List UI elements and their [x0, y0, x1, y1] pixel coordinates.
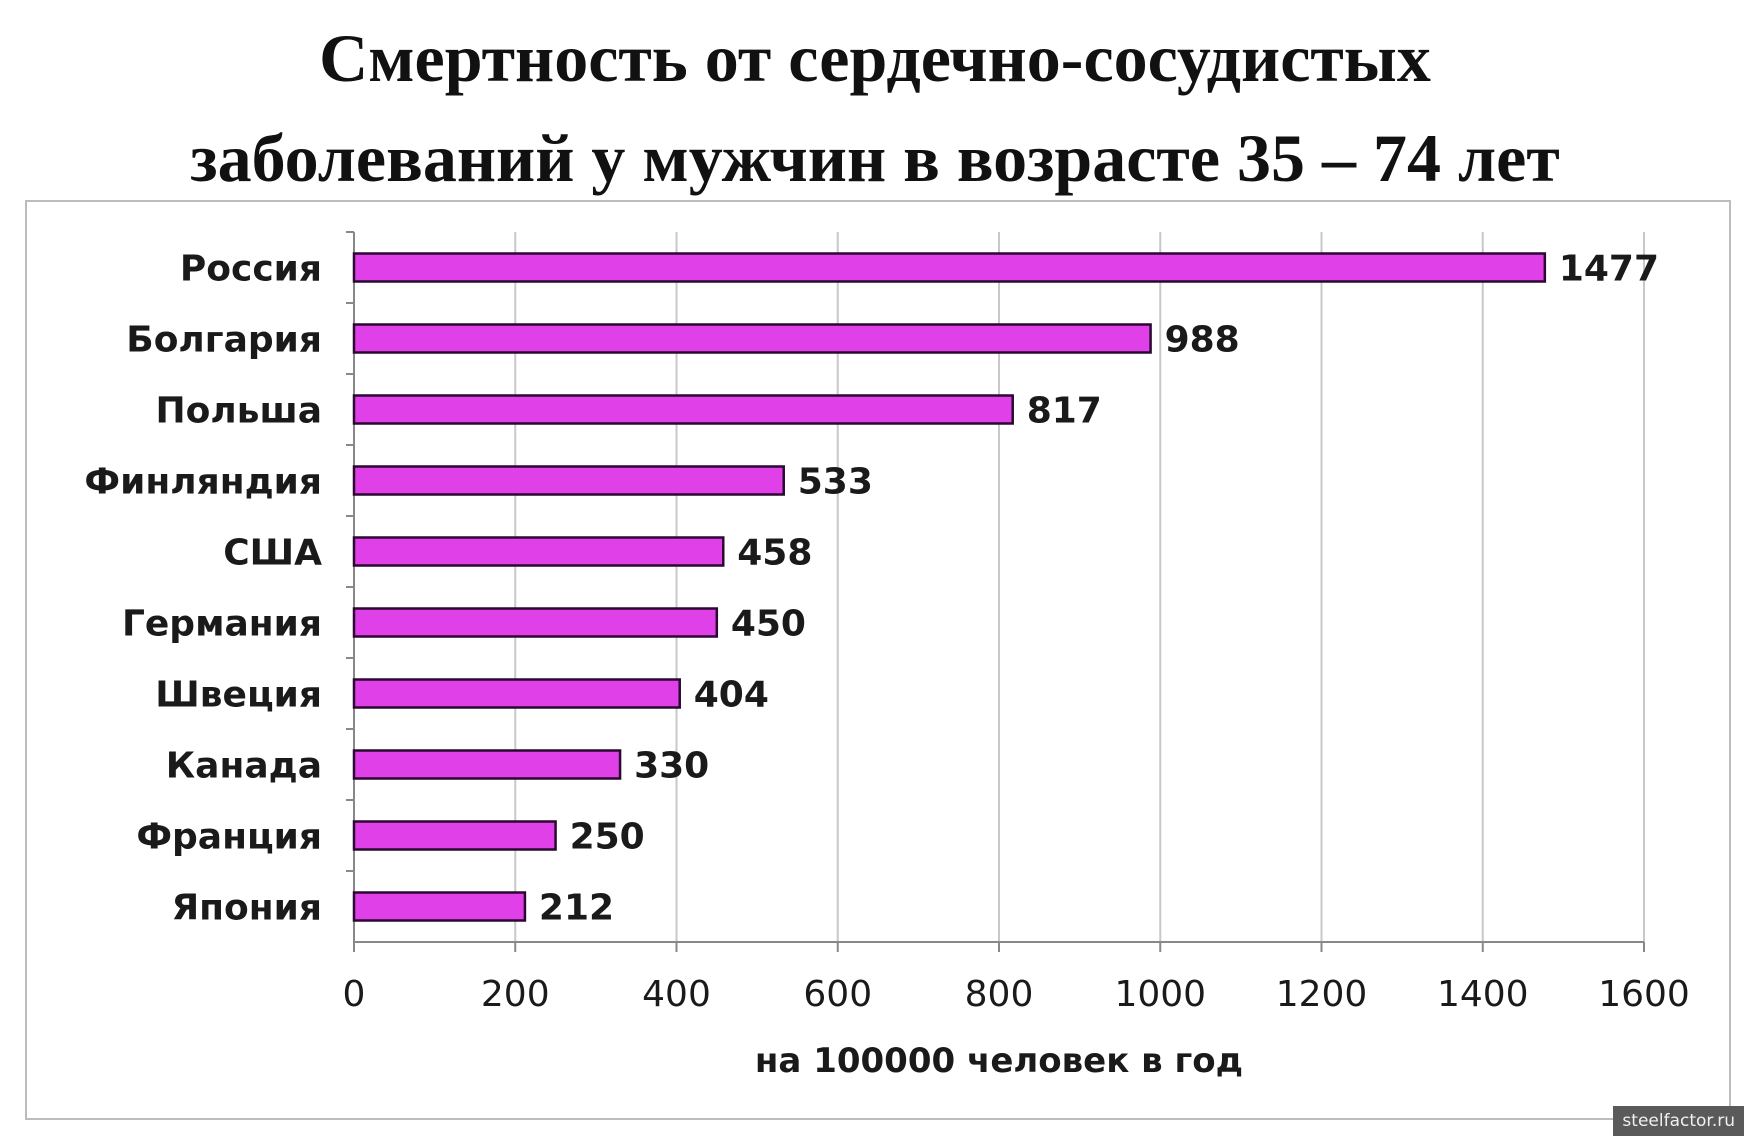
category-label-6: Германия — [122, 604, 322, 645]
bar-5 — [352, 536, 725, 567]
value-label-1: 1477 — [1559, 249, 1659, 290]
category-label-4: Финляндия — [84, 462, 322, 503]
bar-2 — [352, 323, 1152, 354]
category-label-7: Швеция — [155, 675, 322, 716]
x-tick-label-0: 0 — [343, 974, 366, 1015]
bar-4 — [352, 465, 785, 496]
value-label-7: 404 — [694, 675, 769, 716]
value-label-3: 817 — [1027, 391, 1102, 432]
value-label-9: 250 — [570, 817, 645, 858]
x-tick-label-600: 600 — [803, 974, 872, 1015]
bar-9 — [352, 820, 557, 851]
category-label-10: Япония — [171, 888, 322, 929]
watermark: steelfactor.ru — [1613, 1106, 1744, 1136]
bar-8 — [352, 749, 622, 780]
bar-3 — [352, 394, 1014, 425]
category-label-2: Болгария — [126, 320, 322, 361]
value-label-2: 988 — [1165, 320, 1240, 361]
x-tick-label-1200: 1200 — [1276, 974, 1368, 1015]
bar-6 — [352, 607, 719, 638]
chart-title: Смертность от сердечно-сосудистых заболе… — [0, 8, 1750, 208]
bar-1 — [352, 252, 1547, 283]
value-label-10: 212 — [539, 888, 614, 929]
x-tick-label-1600: 1600 — [1598, 974, 1690, 1015]
bar-10 — [352, 891, 527, 922]
x-axis-title: на 100000 человек в год — [755, 1041, 1243, 1081]
x-tick-label-200: 200 — [481, 974, 550, 1015]
value-label-6: 450 — [731, 604, 806, 645]
category-label-5: США — [223, 533, 322, 574]
bar-7 — [352, 678, 681, 709]
category-label-1: Россия — [180, 249, 322, 290]
x-tick-label-800: 800 — [965, 974, 1034, 1015]
category-label-9: Франция — [136, 817, 322, 858]
x-tick-label-1400: 1400 — [1437, 974, 1529, 1015]
x-tick-label-1000: 1000 — [1114, 974, 1206, 1015]
x-tick-label-400: 400 — [642, 974, 711, 1015]
value-label-5: 458 — [737, 533, 812, 574]
value-label-8: 330 — [634, 746, 709, 787]
category-label-8: Канада — [166, 746, 322, 787]
category-label-3: Польша — [155, 391, 322, 432]
value-label-4: 533 — [798, 462, 873, 503]
chart-title-line-1: Смертность от сердечно-сосудистых — [319, 20, 1431, 96]
chart-title-line-2: заболеваний у мужчин в возрасте 35 – 74 … — [190, 120, 1560, 196]
chart-frame — [25, 200, 1731, 1120]
